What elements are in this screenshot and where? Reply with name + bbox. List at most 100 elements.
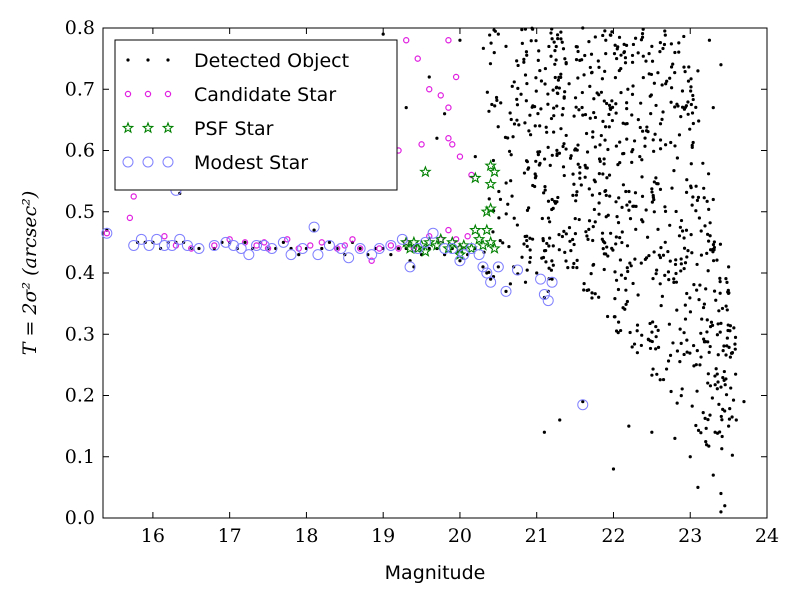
- detected-object-point: [587, 187, 591, 191]
- x-tick-label: 21: [525, 525, 549, 547]
- psf-star-point: [407, 235, 421, 248]
- detected-object-point: [297, 253, 301, 257]
- detected-object-point: [683, 69, 687, 74]
- candidate-star-point: [161, 233, 168, 240]
- detected-object-point: [719, 414, 723, 419]
- detected-object-point: [312, 228, 316, 232]
- modest-star-point: [312, 249, 324, 261]
- detected-object-point: [720, 306, 725, 311]
- legend-label: Candidate Star: [194, 84, 336, 106]
- detected-object-point: [667, 322, 671, 326]
- detected-object-point: [523, 121, 527, 125]
- detected-object-point: [542, 157, 547, 161]
- detected-object-point: [690, 404, 694, 408]
- detected-object-point: [720, 434, 724, 439]
- detected-object-point: [695, 198, 700, 202]
- detected-object-point: [715, 431, 720, 435]
- detected-object-point: [627, 189, 631, 194]
- detected-object-point: [581, 26, 585, 30]
- detected-object-point: [699, 431, 703, 435]
- detected-object-point: [458, 259, 462, 263]
- detected-object-point: [527, 129, 531, 133]
- detected-object-point: [493, 29, 497, 33]
- detected-object-point: [661, 377, 666, 382]
- detected-object-point: [550, 207, 554, 212]
- detected-object-point: [671, 341, 675, 345]
- psf-star-point: [422, 235, 436, 248]
- detected-object-point: [591, 263, 595, 267]
- detected-object-point: [545, 130, 549, 134]
- detected-object-point: [672, 280, 676, 284]
- detected-object-point: [506, 202, 510, 206]
- detected-object-point: [603, 138, 607, 142]
- detected-object-point: [626, 269, 630, 274]
- detected-object-point: [711, 250, 715, 254]
- legend-marker: [142, 156, 154, 168]
- detected-object-point: [557, 248, 561, 252]
- detected-object-point: [604, 38, 608, 42]
- detected-object-point: [603, 29, 607, 33]
- detected-object-point: [490, 102, 494, 107]
- detected-object-point: [534, 76, 538, 80]
- detected-object-point: [705, 251, 709, 255]
- detected-object-point: [583, 53, 587, 58]
- detected-object-point: [595, 91, 599, 95]
- detected-object-point: [699, 355, 703, 359]
- detected-object-point: [640, 175, 644, 179]
- detected-object-point: [613, 76, 618, 80]
- candidate-star-point: [437, 92, 444, 99]
- detected-object-point: [689, 89, 693, 93]
- detected-object-point: [639, 101, 643, 105]
- detected-object-point: [516, 63, 520, 68]
- detected-object-point: [567, 226, 572, 230]
- detected-object-point: [485, 90, 489, 94]
- detected-object-point: [660, 294, 664, 298]
- detected-object-point: [615, 215, 619, 219]
- detected-object-point: [631, 42, 636, 47]
- detected-object-point: [587, 219, 592, 223]
- detected-object-point: [724, 304, 728, 308]
- modest-star-point: [158, 239, 170, 251]
- detected-object-point: [509, 153, 513, 157]
- detected-object-point: [632, 139, 637, 143]
- detected-object-point: [582, 288, 586, 292]
- candidate-star-point: [452, 73, 460, 81]
- detected-object-point: [596, 59, 600, 63]
- detected-object-point: [610, 30, 614, 34]
- detected-object-point: [602, 157, 606, 161]
- detected-object-point: [590, 291, 594, 295]
- detected-object-point: [701, 161, 705, 165]
- detected-object-point: [680, 387, 684, 391]
- detected-object-point: [243, 240, 247, 244]
- detected-object-point: [691, 97, 695, 102]
- detected-object-point: [534, 39, 538, 43]
- detected-object-point: [630, 160, 634, 164]
- detected-object-point: [531, 27, 535, 31]
- detected-object-point: [663, 143, 668, 147]
- psf-star-point: [480, 223, 494, 236]
- detected-object-point: [719, 321, 723, 325]
- detected-object-point: [575, 148, 579, 152]
- detected-object-point: [557, 151, 562, 155]
- detected-object-point: [692, 343, 696, 348]
- detected-object-point: [711, 242, 716, 247]
- detected-object-point: [507, 149, 512, 153]
- detected-object-point: [520, 28, 524, 32]
- detected-object-point: [509, 117, 513, 122]
- legend-label: Detected Object: [194, 50, 349, 72]
- detected-object-point: [602, 267, 606, 272]
- detected-object-point: [714, 367, 718, 371]
- detected-object-point: [630, 150, 634, 154]
- detected-object-point: [488, 33, 492, 37]
- detected-object-point: [620, 230, 624, 234]
- detected-object-point: [650, 339, 654, 344]
- detected-object-point: [515, 97, 519, 101]
- detected-object-point: [682, 352, 686, 357]
- detected-object-point: [654, 324, 658, 329]
- detected-object-point: [666, 249, 670, 254]
- detected-object-point: [545, 241, 549, 246]
- detected-object-point: [702, 337, 706, 341]
- detected-object-point: [696, 195, 701, 199]
- detected-object-point: [561, 47, 566, 51]
- detected-object-point: [645, 235, 650, 239]
